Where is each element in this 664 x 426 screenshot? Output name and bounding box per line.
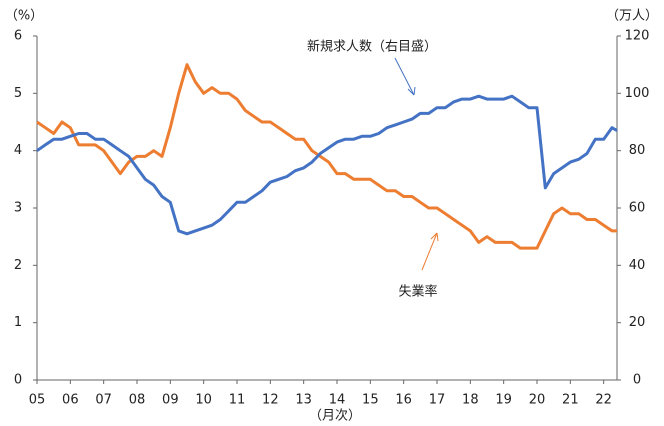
y2-tick-label: 40 bbox=[629, 258, 646, 273]
y2-tick-label: 100 bbox=[625, 86, 650, 101]
x-tick-label: 14 bbox=[329, 393, 346, 408]
y2-tick-label: 80 bbox=[629, 143, 646, 158]
x-tick-label: 13 bbox=[295, 393, 312, 408]
series-line bbox=[36, 63, 617, 250]
y-tick-label: 4 bbox=[14, 143, 22, 158]
annotation-arrow bbox=[421, 232, 438, 271]
y-tick-label: 3 bbox=[14, 201, 22, 216]
annotation: 失業率 bbox=[398, 284, 437, 300]
x-tick-label: 21 bbox=[562, 393, 579, 408]
arrow-head bbox=[407, 86, 416, 96]
annotation: 新規求人数（右目盛） bbox=[307, 39, 437, 55]
x-tick-label: 11 bbox=[229, 393, 246, 408]
x-tick-label: 22 bbox=[595, 393, 612, 408]
y-tick-label: 2 bbox=[14, 258, 22, 273]
y-tick-label: 0 bbox=[14, 373, 22, 388]
annotation-arrow bbox=[394, 57, 415, 96]
y2-tick-label: 60 bbox=[629, 201, 646, 216]
x-tick-label: 07 bbox=[95, 393, 112, 408]
y-axis-label: （%） bbox=[5, 9, 43, 24]
y-tick-label: 1 bbox=[14, 315, 22, 330]
x-tick-label: 16 bbox=[395, 393, 412, 408]
x-tick-label: 08 bbox=[129, 393, 146, 408]
x-tick-label: 19 bbox=[495, 393, 512, 408]
x-tick-label: 05 bbox=[29, 393, 46, 408]
y-tick-label: 6 bbox=[14, 29, 22, 44]
x-tick-label: 09 bbox=[162, 393, 179, 408]
y2-tick-label: 0 bbox=[633, 373, 641, 388]
y-tick-label: 5 bbox=[14, 86, 22, 101]
y2-axis-label: （万人） bbox=[606, 9, 658, 24]
x-axis-label: （月次） bbox=[309, 408, 361, 424]
x-tick-label: 17 bbox=[429, 393, 446, 408]
x-tick-label: 06 bbox=[62, 393, 79, 408]
x-tick-label: 15 bbox=[362, 393, 379, 408]
x-tick-label: 18 bbox=[462, 393, 479, 408]
x-tick-label: 10 bbox=[195, 393, 212, 408]
y2-tick-label: 20 bbox=[629, 315, 646, 330]
arrow-head bbox=[430, 232, 439, 242]
series-line bbox=[36, 94, 618, 236]
x-tick-label: 20 bbox=[529, 393, 546, 408]
y2-tick-label: 120 bbox=[625, 29, 650, 44]
x-tick-label: 12 bbox=[262, 393, 279, 408]
